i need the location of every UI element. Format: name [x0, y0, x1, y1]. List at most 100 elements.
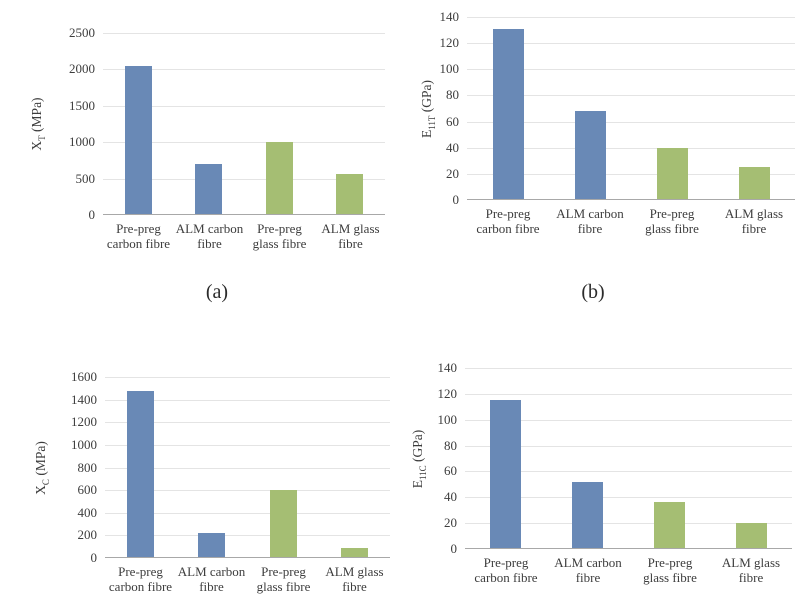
y-tick-label: 0: [90, 550, 98, 565]
gridline: [105, 399, 390, 401]
gridline: [105, 535, 390, 537]
gridline: [465, 445, 792, 447]
x-category-label: ALM glass fibre: [325, 564, 384, 595]
y-tick-label: 0: [452, 192, 460, 207]
y-tick-label: 100: [437, 411, 458, 427]
x-category-label: ALM carbon fibre: [556, 206, 624, 237]
y-tick-label: 20: [444, 515, 457, 531]
gridline: [467, 69, 795, 71]
gridline: [467, 17, 795, 18]
x-category-label: Pre-preg glass fibre: [643, 555, 697, 586]
y-tick-label: 60: [444, 463, 457, 479]
y-tick-label: 800: [77, 459, 98, 475]
bar-alm-carbon-fibre: [575, 111, 606, 199]
bar-alm-carbon-fibre: [198, 533, 225, 557]
y-tick-label: 500: [75, 170, 96, 186]
y-tick-label: 2500: [69, 25, 95, 40]
chart-caption: (a): [205, 281, 229, 303]
y-tick-label: 120: [437, 385, 458, 401]
x-category-label: Pre-preg carbon fibre: [108, 564, 173, 595]
gridline: [105, 444, 390, 446]
y-tick-label: 120: [439, 35, 460, 51]
y-tick-label: 600: [77, 482, 98, 498]
bar-pre-preg-carbon-fibre: [127, 391, 154, 557]
bar-alm-glass-fibre: [739, 167, 770, 199]
y-tick-label: 1000: [69, 134, 95, 150]
bar-pre-preg-glass-fibre: [654, 502, 685, 548]
gridline: [465, 419, 792, 421]
y-tick-label: 40: [444, 489, 457, 505]
x-category-label: ALM carbon fibre: [554, 555, 622, 586]
y-tick-label: 0: [88, 207, 96, 222]
y-tick-label: 1500: [69, 97, 95, 113]
bar-pre-preg-carbon-fibre: [125, 66, 152, 214]
y-tick-label: 1600: [71, 369, 97, 384]
x-category-label: Pre-preg glass fibre: [252, 221, 307, 252]
gridline: [467, 173, 795, 175]
gridline: [465, 368, 792, 369]
y-tick-label: 40: [446, 139, 459, 155]
y-tick-label: 20: [446, 165, 459, 181]
gridline: [467, 121, 795, 123]
gridline: [105, 490, 390, 492]
bar-alm-carbon-fibre: [572, 482, 603, 548]
gridline: [465, 497, 792, 499]
x-category-label: Pre-preg carbon fibre: [106, 221, 171, 252]
x-category-label: ALM glass fibre: [721, 555, 781, 586]
gridline: [103, 33, 385, 34]
gridline: [465, 471, 792, 473]
bar-pre-preg-glass-fibre: [270, 490, 297, 557]
bar-pre-preg-carbon-fibre: [490, 400, 521, 548]
y-axis-label: E11C (GPa): [410, 429, 428, 488]
x-category-label: Pre-preg carbon fibre: [474, 555, 538, 586]
y-tick-label: 60: [446, 113, 459, 129]
y-tick-label: 200: [77, 527, 98, 543]
y-tick-label: 140: [439, 9, 460, 24]
y-tick-label: 1000: [71, 436, 97, 452]
bar-pre-preg-glass-fibre: [657, 148, 688, 199]
y-tick-label: 100: [439, 61, 460, 77]
chart-caption: (b): [581, 281, 605, 303]
bar-pre-preg-carbon-fibre: [493, 29, 524, 199]
x-category-label: Pre-preg carbon fibre: [476, 206, 540, 237]
y-tick-label: 400: [77, 504, 98, 520]
gridline: [105, 377, 390, 378]
bar-alm-glass-fibre: [341, 548, 368, 557]
plot-area: [467, 17, 795, 200]
gridline: [105, 422, 390, 424]
bar-alm-carbon-fibre: [195, 164, 222, 214]
gridline: [103, 105, 385, 107]
x-category-label: ALM carbon fibre: [175, 221, 244, 252]
bar-alm-glass-fibre: [336, 174, 363, 214]
x-category-label: Pre-preg glass fibre: [256, 564, 311, 595]
x-category-label: ALM carbon fibre: [177, 564, 246, 595]
plot-area: [465, 368, 792, 549]
y-tick-label: 2000: [69, 61, 95, 77]
bar-alm-glass-fibre: [736, 523, 767, 548]
gridline: [103, 178, 385, 180]
y-tick-label: 80: [446, 87, 459, 103]
y-tick-label: 1400: [71, 391, 97, 407]
x-category-label: Pre-preg glass fibre: [645, 206, 699, 237]
y-tick-label: 1200: [71, 414, 97, 430]
y-tick-label: 140: [437, 360, 458, 375]
x-category-label: ALM glass fibre: [724, 206, 784, 237]
x-category-label: ALM glass fibre: [321, 221, 380, 252]
gridline: [465, 393, 792, 395]
gridline: [103, 142, 385, 144]
gridline: [467, 43, 795, 45]
gridline: [467, 147, 795, 149]
y-tick-label: 0: [450, 541, 458, 556]
plot-area: [103, 33, 385, 215]
gridline: [103, 69, 385, 71]
gridline: [465, 523, 792, 525]
bar-pre-preg-glass-fibre: [266, 142, 293, 214]
plot-area: [105, 377, 390, 558]
gridline: [467, 95, 795, 97]
gridline: [105, 467, 390, 469]
